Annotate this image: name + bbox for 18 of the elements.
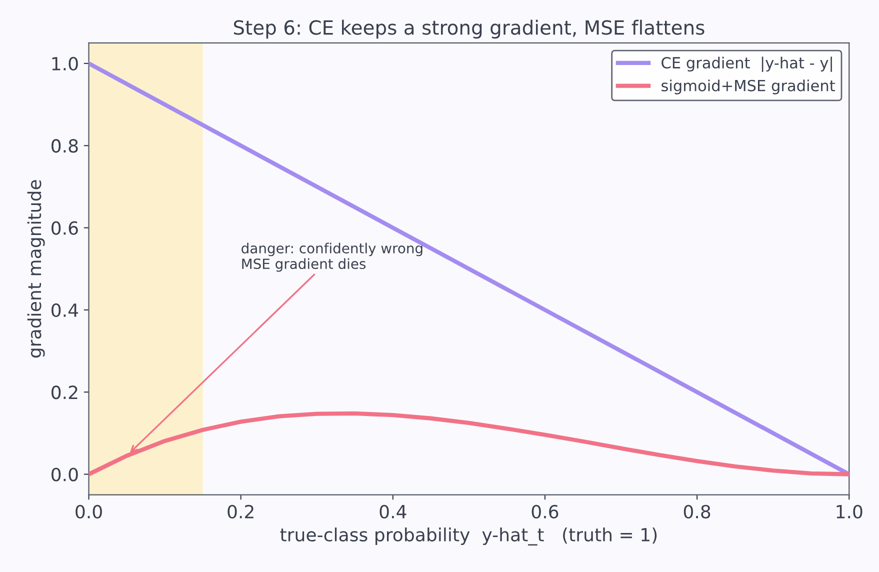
x-tick-label: 0.0 (76, 504, 102, 518)
y-axis-title: gradient magnitude (27, 180, 45, 358)
y-tick-label: 0.2 (52, 386, 78, 400)
y-tick-label: 0.6 (52, 221, 78, 235)
annotation: danger: confidently wrong MSE gradient dies (242, 242, 422, 272)
y-tick-label: 0.0 (52, 468, 78, 482)
y-tick-label: 0.8 (52, 139, 78, 153)
chart-title: Step 6: CE keeps a strong gradient, MSE flattens (234, 20, 704, 39)
x-tick-label: 0.6 (532, 504, 558, 518)
y-tick-label: 1.0 (52, 56, 78, 71)
x-tick-label: 0.4 (380, 504, 406, 518)
x-tick-label: 0.8 (684, 504, 710, 518)
x-tick-label: 0.2 (228, 504, 254, 518)
legend-label: sigmoid+MSE gradient (662, 80, 835, 94)
y-tick-label: 0.4 (52, 303, 78, 318)
x-axis-title: true-class probability y-hat_t (truth = 1) (280, 528, 657, 546)
x-tick-label: 1.0 (836, 504, 862, 518)
legend-label: CE gradient |y-hat - y| (662, 56, 832, 72)
